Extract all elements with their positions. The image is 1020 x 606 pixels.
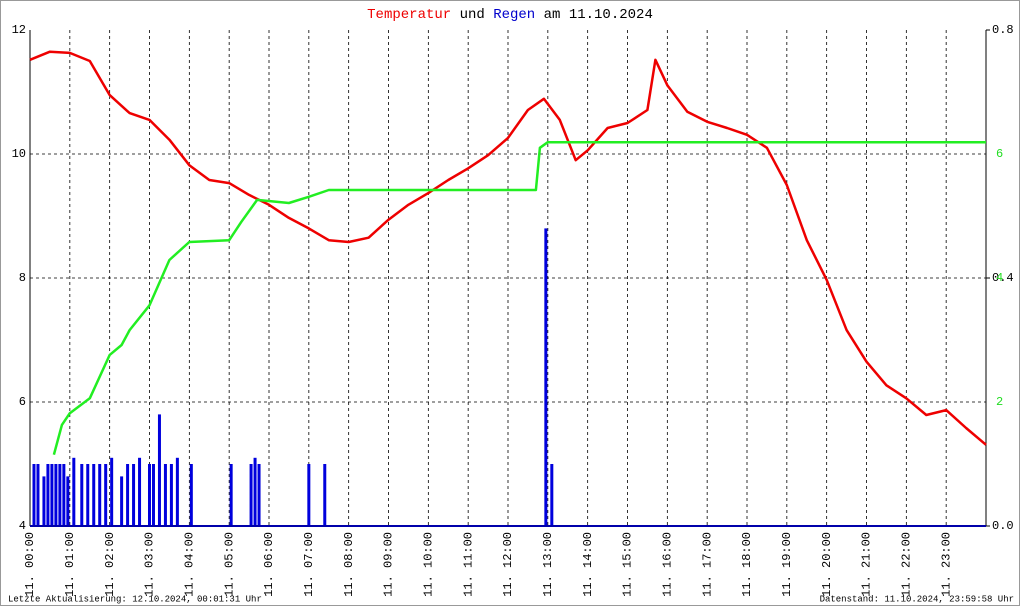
rain-bar xyxy=(104,464,108,526)
x-tick-label: 11. 05:00 xyxy=(222,532,236,597)
rain-bar xyxy=(50,464,54,526)
rain-bar xyxy=(157,414,161,526)
title-part: und xyxy=(460,7,485,23)
x-tick-label: 11. 08:00 xyxy=(342,532,356,597)
rain-bar xyxy=(138,457,142,526)
rain-bar xyxy=(98,464,102,526)
y-tick-label: 4 xyxy=(19,519,26,533)
x-tick-label: 11. 11:00 xyxy=(461,532,475,597)
x-tick-label: 11. 19:00 xyxy=(780,532,794,597)
rain-bar xyxy=(257,464,261,526)
rain-bar xyxy=(169,464,173,526)
rain-bar xyxy=(80,464,84,526)
rain-bar xyxy=(58,464,62,526)
rain-bar xyxy=(132,464,136,526)
rain-bar xyxy=(36,464,40,526)
x-tick-label: 11. 09:00 xyxy=(382,532,396,597)
y3-tick-label: 6 xyxy=(996,147,1003,161)
x-tick-label: 11. 22:00 xyxy=(900,532,914,597)
rain-bar xyxy=(148,464,151,526)
rain-bar xyxy=(54,464,58,526)
x-tick-label: 11. 16:00 xyxy=(661,532,675,597)
x-tick-label: 11. 21:00 xyxy=(860,532,874,597)
series-line xyxy=(52,140,986,456)
rain-bar xyxy=(189,464,193,526)
x-tick-label: 11. 10:00 xyxy=(422,532,436,597)
rain-bar xyxy=(249,464,253,526)
rain-bar xyxy=(62,464,66,526)
title-part: am 11.10.2024 xyxy=(544,7,653,23)
rain-bar xyxy=(110,457,114,526)
x-tick-label: 11. 04:00 xyxy=(183,532,197,597)
rain-bar xyxy=(544,228,548,526)
x-tick-label: 11. 12:00 xyxy=(501,532,515,597)
rain-bar xyxy=(253,457,257,526)
rain-bar xyxy=(175,457,179,526)
title-part: Regen xyxy=(493,7,535,23)
rain-bar xyxy=(323,464,327,526)
y3-tick-label: 2 xyxy=(996,395,1003,409)
rain-bar xyxy=(163,464,167,526)
title-part: Temperatur xyxy=(367,7,451,23)
rain-bar xyxy=(66,476,70,526)
rain-bar xyxy=(550,464,554,526)
rain-bar xyxy=(307,464,311,526)
rain-bar xyxy=(32,464,36,526)
rain-bar xyxy=(72,457,76,526)
rain-bar xyxy=(151,464,155,526)
chart-title: Temperatur und Regen am 11.10.2024 xyxy=(367,7,653,23)
rain-bar xyxy=(126,464,130,526)
x-tick-label: 11. 15:00 xyxy=(621,532,635,597)
series-line xyxy=(29,50,987,446)
x-tick-label: 11. 06:00 xyxy=(262,532,276,597)
x-tick-label: 11. 00:00 xyxy=(23,532,37,597)
rain-bar xyxy=(229,464,233,526)
x-tick-label: 11. 01:00 xyxy=(63,532,77,597)
footer-right: Datenstand: 11.10.2024, 23:59:58 Uhr xyxy=(820,594,1014,604)
x-tick-label: 11. 13:00 xyxy=(541,532,555,597)
x-tick-label: 11. 02:00 xyxy=(103,532,117,597)
footer-left: Letzte Aktualisierung: 12.10.2024, 00:01… xyxy=(8,594,262,604)
rain-bar xyxy=(92,464,96,526)
y-tick-label: 8 xyxy=(19,271,26,285)
y-tick-label: 10 xyxy=(12,147,26,161)
y2-tick-label: 0.8 xyxy=(992,23,1014,37)
x-tick-label: 11. 23:00 xyxy=(939,532,953,597)
x-tick-label: 11. 20:00 xyxy=(820,532,834,597)
x-tick-label: 11. 07:00 xyxy=(302,532,316,597)
y-tick-label: 12 xyxy=(12,23,26,37)
rain-bar xyxy=(86,464,90,526)
y2-tick-label: 0.0 xyxy=(992,519,1014,533)
x-tick-label: 11. 14:00 xyxy=(581,532,595,597)
rain-bar xyxy=(120,476,124,526)
x-tick-label: 11. 03:00 xyxy=(143,532,157,597)
y3-tick-label: 4 xyxy=(996,271,1003,285)
rain-bar xyxy=(46,464,50,526)
x-tick-label: 11. 17:00 xyxy=(700,532,714,597)
y2-tick-label: 0.4 xyxy=(992,271,1014,285)
rain-bar xyxy=(42,476,46,526)
x-tick-label: 11. 18:00 xyxy=(740,532,754,597)
y-tick-label: 6 xyxy=(19,395,26,409)
